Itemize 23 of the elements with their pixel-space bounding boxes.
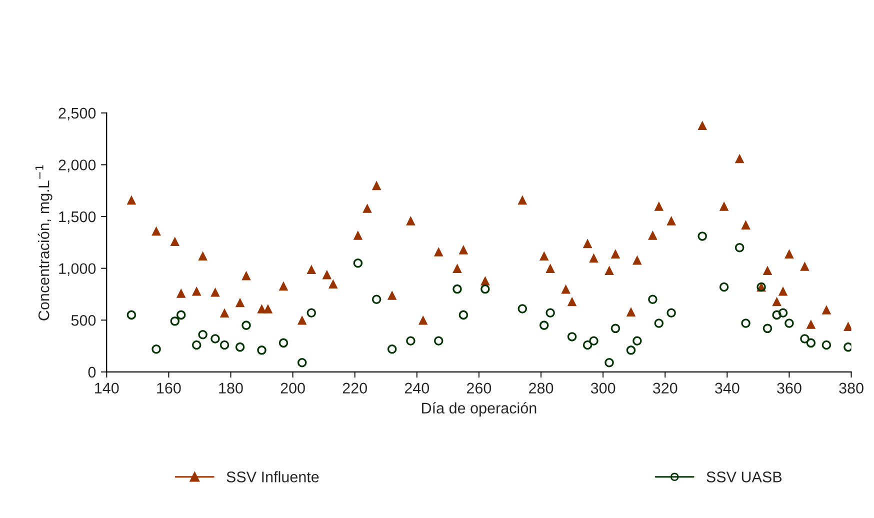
y-tick-label: 0: [88, 366, 96, 378]
x-tick-label: 220: [342, 382, 367, 394]
y-tick-label: 500: [71, 314, 96, 326]
x-tick-label: 240: [404, 382, 430, 394]
x-tick-label: 200: [280, 382, 305, 394]
x-tick-label: 140: [95, 382, 119, 394]
y-tick-label: 1,500: [59, 211, 96, 224]
y-tick-label: 2,000: [58, 160, 96, 172]
x-axis-title: Día de operación: [422, 402, 536, 417]
legend-label: SSV UASB: [706, 472, 782, 482]
x-tick-label: 340: [715, 382, 740, 394]
y-axis-title: Concentración, mg.L$^{−1}$: [35, 165, 52, 320]
x-tick-label: 160: [157, 382, 181, 394]
x-tick-label: 300: [590, 382, 616, 394]
x-tick-label: 180: [219, 382, 243, 394]
x-tick-label: 380: [839, 382, 864, 394]
x-tick-label: 360: [777, 382, 802, 394]
x-tick-label: 260: [466, 382, 492, 394]
x-tick-label: 280: [529, 382, 554, 394]
x-tick-label: 320: [652, 382, 678, 394]
y-tick-label: 2,500: [58, 108, 96, 120]
y-tick-label: 1,000: [59, 263, 96, 276]
legend-label: SSV Influente: [226, 471, 319, 482]
